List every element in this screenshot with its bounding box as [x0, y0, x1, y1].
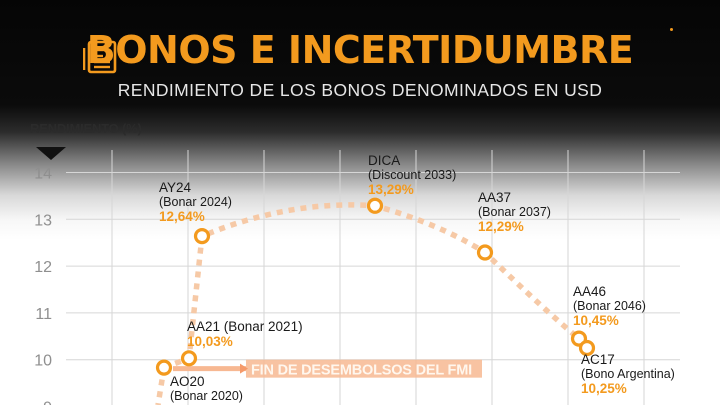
data-point: [193, 228, 211, 245]
point-code-label: AA21 (Bonar 2021): [187, 319, 303, 334]
y-axis-marker: [36, 147, 66, 160]
point-code-label: AO20: [170, 374, 205, 389]
data-point: [578, 339, 596, 357]
data-point: [366, 197, 384, 214]
y-tick-label: 12: [34, 259, 52, 276]
point-value-label: 12,64%: [159, 209, 205, 224]
point-value-label: 10,45%: [573, 313, 619, 328]
accent-dot: [670, 28, 673, 31]
point-value-label: 13,29%: [368, 182, 414, 197]
data-point: [476, 244, 494, 261]
point-value-label: 9,83%: [170, 403, 208, 405]
point-code-label: AC17: [581, 352, 615, 367]
y-tick-label: 11: [35, 306, 52, 323]
point-name-label: (Bonar 2037): [478, 205, 551, 219]
yield-path: [163, 202, 590, 371]
svg-text:$: $: [106, 48, 114, 61]
page-title: BONOS E INCERTIDUMBRE: [86, 28, 634, 72]
point-name-label: (Bonar 2024): [159, 195, 232, 209]
annotation-arrow: [240, 363, 248, 374]
point-code-label: AA46: [573, 284, 606, 299]
point-code-label: DICA: [368, 153, 400, 168]
annotation-text: FIN DE DESEMBOLSOS DEL FMI: [251, 363, 472, 379]
page-subtitle: RENDIMIENTO DE LOS BONOS DENOMINADOS EN …: [117, 80, 603, 100]
point-value-label: 10,25%: [581, 381, 627, 396]
point-name-label: (Discount 2033): [368, 168, 456, 182]
point-code-label: AY24: [159, 180, 192, 195]
data-point: [180, 350, 198, 367]
y-tick-label: 10: [34, 353, 52, 370]
y-tick-label: 13: [34, 212, 52, 229]
y-tick-label: 14: [34, 166, 52, 183]
point-code-label: AA37: [478, 190, 511, 205]
annotation-callout-bg: [246, 359, 482, 378]
point-value-label: 12,29%: [478, 219, 524, 234]
data-point: [155, 359, 173, 376]
point-name-label: (Bonar 2020): [170, 389, 243, 403]
y-axis-label: RENDIMIENTO (%): [30, 121, 142, 136]
point-value-label: 10,03%: [187, 334, 233, 349]
point-name-label: (Bonar 2046): [573, 299, 646, 313]
document-dollar-icon: $: [82, 40, 123, 79]
point-name-label: (Bono Argentina): [581, 367, 675, 381]
y-tick-label: 9: [43, 400, 52, 405]
